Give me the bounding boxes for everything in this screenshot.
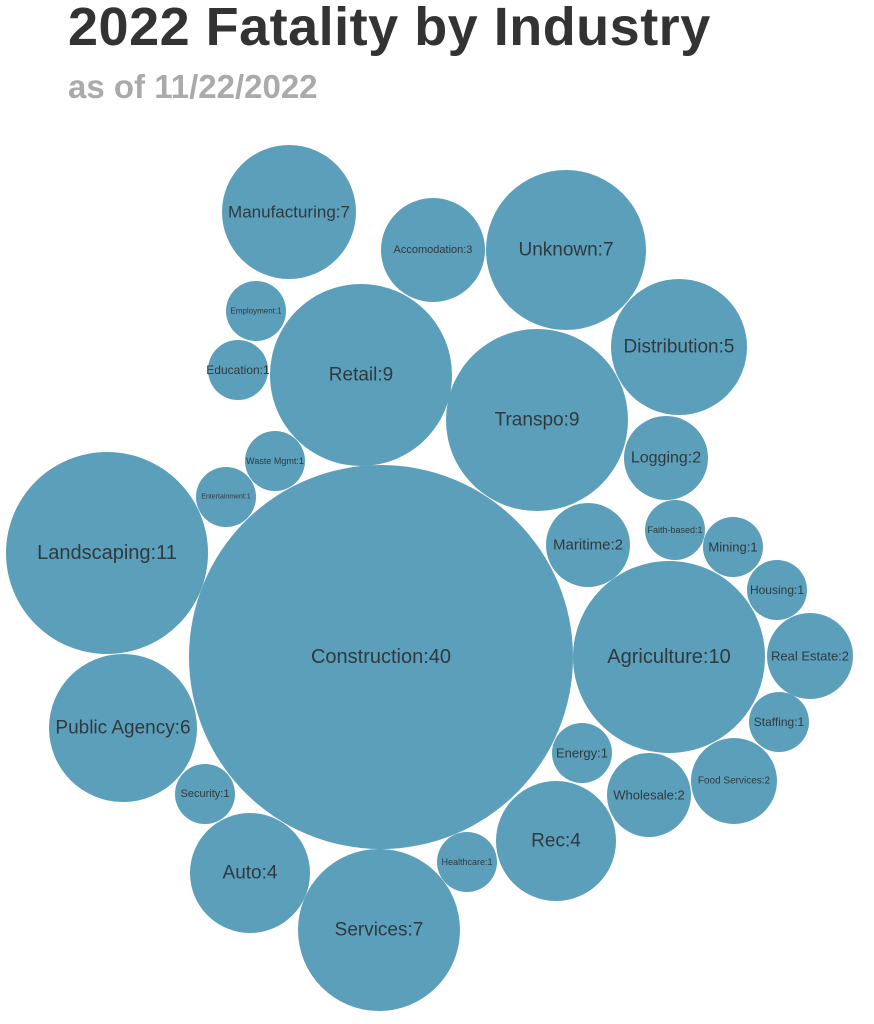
bubble-label-education: Education:1 [206, 363, 270, 377]
bubble-label-energy: Energy:1 [556, 746, 608, 761]
bubble-label-housing: Housing:1 [750, 583, 804, 597]
bubble-staffing: Staffing:1 [749, 692, 809, 752]
bubble-label-wholesale: Wholesale:2 [613, 788, 685, 803]
chart-title: 2022 Fatality by Industry [68, 0, 711, 57]
bubble-circle-auto [190, 813, 310, 933]
bubble-circle-staffing [749, 692, 809, 752]
bubble-healthcare: Healthcare:1 [437, 832, 497, 892]
bubble-landscaping: Landscaping:11 [6, 452, 208, 654]
bubble-accomodation: Accomodation:3 [381, 198, 485, 302]
bubble-unknown: Unknown:7 [486, 170, 646, 330]
bubble-circle-public-agency [49, 654, 197, 802]
bubble-circle-real-estate [767, 613, 853, 699]
bubble-label-entertainment: Entertainment:1 [201, 494, 251, 501]
bubble-agriculture: Agriculture:10 [573, 561, 765, 753]
bubble-energy: Energy:1 [552, 723, 612, 783]
bubble-logging: Logging:2 [624, 416, 708, 500]
bubble-label-accomodation: Accomodation:3 [394, 244, 473, 256]
bubble-services: Services:7 [298, 849, 460, 1011]
bubble-circle-security [175, 764, 235, 824]
bubble-housing: Housing:1 [747, 560, 807, 620]
bubble-label-food-services: Food Services:2 [698, 776, 771, 787]
bubble-label-construction: Construction:40 [311, 646, 451, 668]
bubble-auto: Auto:4 [190, 813, 310, 933]
bubble-label-security: Security:1 [181, 788, 230, 800]
bubble-label-faith-based: Faith-based:1 [647, 525, 702, 535]
bubble-entertainment: Entertainment:1 [196, 467, 256, 527]
bubble-label-auto: Auto:4 [223, 863, 278, 884]
bubble-circle-housing [747, 560, 807, 620]
bubble-education: Education:1 [206, 340, 270, 400]
bubble-label-rec: Rec:4 [531, 831, 581, 852]
bubble-label-manufacturing: Manufacturing:7 [228, 203, 350, 222]
bubble-food-services: Food Services:2 [691, 738, 777, 824]
bubble-waste-mgmt: Waste Mgmt:1 [245, 431, 305, 491]
bubble-label-employment: Employment:1 [230, 307, 282, 316]
bubble-mining: Mining:1 [703, 517, 763, 577]
bubble-retail: Retail:9 [270, 284, 452, 466]
bubble-circle-logging [624, 416, 708, 500]
bubble-label-staffing: Staffing:1 [754, 715, 805, 729]
bubble-faith-based: Faith-based:1 [645, 500, 705, 560]
bubble-security: Security:1 [175, 764, 235, 824]
bubble-label-real-estate: Real Estate:2 [771, 649, 849, 664]
bubble-circle-landscaping [6, 452, 208, 654]
bubble-label-retail: Retail:9 [329, 365, 393, 386]
bubble-label-distribution: Distribution:5 [624, 337, 735, 358]
bubble-circle-accomodation [381, 198, 485, 302]
bubble-label-waste-mgmt: Waste Mgmt:1 [246, 456, 304, 466]
bubble-circle-energy [552, 723, 612, 783]
bubble-circle-faith-based [645, 500, 705, 560]
bubble-circle-healthcare [437, 832, 497, 892]
bubble-manufacturing: Manufacturing:7 [222, 145, 356, 279]
bubble-distribution: Distribution:5 [611, 279, 747, 415]
bubble-circle-construction [189, 465, 573, 849]
bubble-label-healthcare: Healthcare:1 [441, 857, 492, 867]
bubble-circle-employment [226, 281, 286, 341]
bubble-circle-maritime [546, 503, 630, 587]
bubble-circle-manufacturing [222, 145, 356, 279]
bubble-label-mining: Mining:1 [708, 540, 757, 555]
bubble-transpo: Transpo:9 [446, 329, 628, 511]
bubble-construction: Construction:40 [189, 465, 573, 849]
bubble-circle-rec [496, 781, 616, 901]
bubble-label-logging: Logging:2 [631, 450, 701, 467]
bubble-wholesale: Wholesale:2 [607, 753, 691, 837]
bubble-employment: Employment:1 [226, 281, 286, 341]
bubble-circle-entertainment [196, 467, 256, 527]
bubble-label-maritime: Maritime:2 [553, 537, 623, 554]
chart-subtitle: as of 11/22/2022 [68, 68, 318, 105]
bubble-circle-agriculture [573, 561, 765, 753]
bubble-circle-waste-mgmt [245, 431, 305, 491]
bubble-label-agriculture: Agriculture:10 [607, 646, 730, 668]
bubble-public-agency: Public Agency:6 [49, 654, 197, 802]
bubble-label-landscaping: Landscaping:11 [37, 542, 177, 564]
bubble-circle-transpo [446, 329, 628, 511]
bubble-circle-unknown [486, 170, 646, 330]
bubble-label-public-agency: Public Agency:6 [55, 718, 190, 739]
bubble-maritime: Maritime:2 [546, 503, 630, 587]
bubble-circle-wholesale [607, 753, 691, 837]
bubble-real-estate: Real Estate:2 [767, 613, 853, 699]
bubble-circle-services [298, 849, 460, 1011]
bubble-rec: Rec:4 [496, 781, 616, 901]
bubble-circle-food-services [691, 738, 777, 824]
bubble-label-unknown: Unknown:7 [518, 240, 613, 261]
bubble-label-transpo: Transpo:9 [495, 410, 580, 431]
bubble-circle-mining [703, 517, 763, 577]
bubble-circle-distribution [611, 279, 747, 415]
bubble-circle-retail [270, 284, 452, 466]
bubble-circle-education [208, 340, 268, 400]
bubble-label-services: Services:7 [335, 920, 424, 941]
